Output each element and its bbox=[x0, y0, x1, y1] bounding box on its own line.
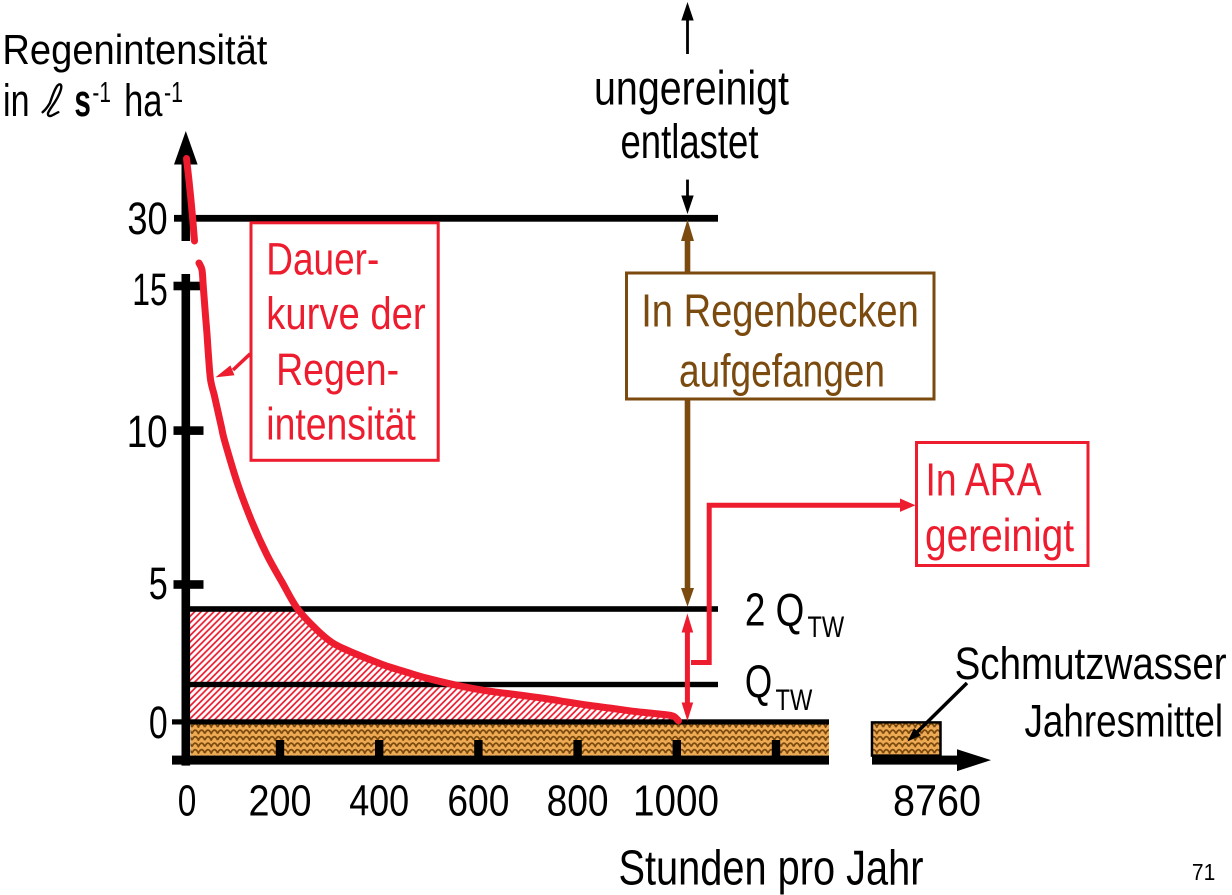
svg-text:10: 10 bbox=[127, 406, 168, 457]
svg-text:Stunden pro Jahr: Stunden pro Jahr bbox=[619, 842, 924, 895]
svg-text:ha: ha bbox=[124, 75, 163, 126]
svg-text:800: 800 bbox=[547, 777, 609, 826]
svg-text:-1: -1 bbox=[92, 77, 111, 109]
svg-text:71: 71 bbox=[1192, 859, 1215, 885]
svg-text:200: 200 bbox=[249, 777, 312, 826]
svg-text:entlastet: entlastet bbox=[621, 116, 759, 169]
svg-text:1000: 1000 bbox=[633, 777, 719, 826]
svg-text:ungereinigt: ungereinigt bbox=[594, 63, 789, 116]
svg-text:400: 400 bbox=[349, 777, 409, 826]
svg-text:In ARA: In ARA bbox=[926, 454, 1042, 506]
svg-text:0: 0 bbox=[178, 777, 197, 826]
svg-text:Regen-: Regen- bbox=[276, 344, 399, 395]
svg-text:Jahresmittel: Jahresmittel bbox=[1025, 695, 1224, 746]
svg-text:600: 600 bbox=[447, 777, 509, 826]
svg-text:Schmutzwasser: Schmutzwasser bbox=[955, 638, 1227, 689]
svg-text:In Regenbecken: In Regenbecken bbox=[641, 284, 919, 336]
svg-text:8760: 8760 bbox=[893, 777, 981, 826]
svg-text:5: 5 bbox=[149, 558, 168, 609]
svg-text:0: 0 bbox=[149, 697, 168, 748]
svg-text:-1: -1 bbox=[164, 77, 183, 109]
svg-text:in: in bbox=[3, 75, 30, 126]
svg-text:Q: Q bbox=[745, 655, 772, 707]
svg-text:TW: TW bbox=[776, 684, 813, 717]
svg-text:15: 15 bbox=[132, 264, 168, 315]
svg-text:2 Q: 2 Q bbox=[745, 583, 804, 635]
svg-text:30: 30 bbox=[127, 193, 167, 244]
svg-text:aufgefangen: aufgefangen bbox=[679, 344, 885, 396]
svg-text:s: s bbox=[74, 75, 91, 126]
svg-text:gereinigt: gereinigt bbox=[925, 509, 1074, 561]
svg-text:Regenintensität: Regenintensität bbox=[2, 26, 267, 73]
svg-text:TW: TW bbox=[808, 611, 845, 644]
svg-text:intensität: intensität bbox=[266, 398, 416, 449]
svg-text:kurve der: kurve der bbox=[266, 288, 425, 339]
svg-text:Dauer-: Dauer- bbox=[266, 234, 379, 285]
